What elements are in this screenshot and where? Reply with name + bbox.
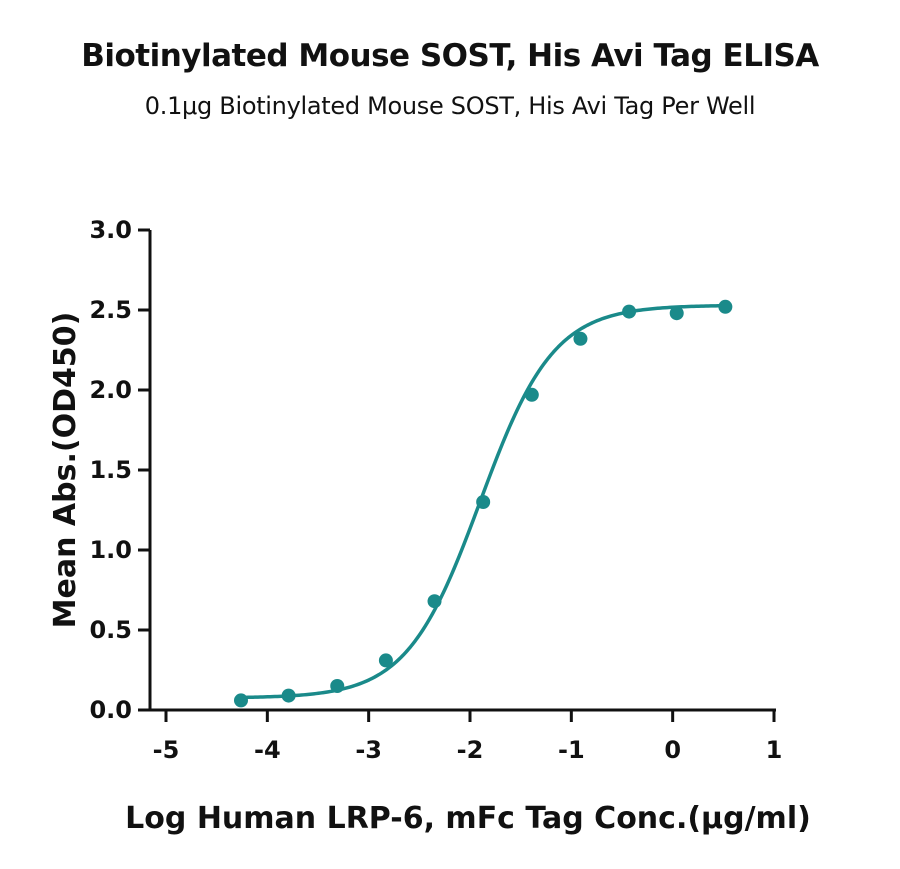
x-tick-label: -5 [153, 736, 180, 764]
fit-curve-layer [239, 303, 728, 700]
x-tick-label: -2 [457, 736, 484, 764]
x-tick-label: -4 [254, 736, 281, 764]
data-point [718, 299, 733, 314]
chart-axes [148, 230, 776, 712]
x-tick-label: 1 [766, 736, 783, 764]
y-tick-label: 2.0 [89, 376, 132, 404]
data-point [378, 653, 393, 668]
data-point [330, 679, 345, 693]
fit-curve [239, 303, 728, 700]
y-tick-label: 0.5 [89, 616, 132, 644]
y-tick-label: 1.5 [89, 456, 132, 484]
y-tick-label: 3.0 [89, 216, 132, 244]
y-tick-label: 2.5 [89, 296, 132, 324]
data-point [427, 594, 442, 609]
data-point [622, 304, 637, 319]
data-point [233, 693, 248, 708]
data-points-layer [233, 299, 733, 708]
data-point [669, 306, 684, 321]
data-point [281, 688, 296, 703]
data-point [573, 331, 588, 346]
x-tick-label: -1 [558, 736, 585, 764]
data-point [476, 495, 491, 509]
y-tick-label: 0.0 [89, 696, 132, 724]
chart-ticks: 0.0 0.5 1.0 1.5 2.0 2.5 3.0 -5 -4 -3 -2 -1 0 1 [89, 216, 782, 764]
x-tick-label: -3 [355, 736, 382, 764]
data-point [524, 387, 539, 402]
y-tick-label: 1.0 [89, 536, 132, 564]
y-axis-title: Mean Abs.(OD450) [48, 312, 83, 629]
x-axis-title: Log Human LRP-6, mFc Tag Conc.(μg/ml) [125, 801, 811, 836]
x-tick-label: 0 [664, 736, 681, 764]
chart-title: Biotinylated Mouse SOST, His Avi Tag ELI… [81, 38, 819, 74]
chart-subtitle: 0.1μg Biotinylated Mouse SOST, His Avi T… [144, 92, 756, 120]
